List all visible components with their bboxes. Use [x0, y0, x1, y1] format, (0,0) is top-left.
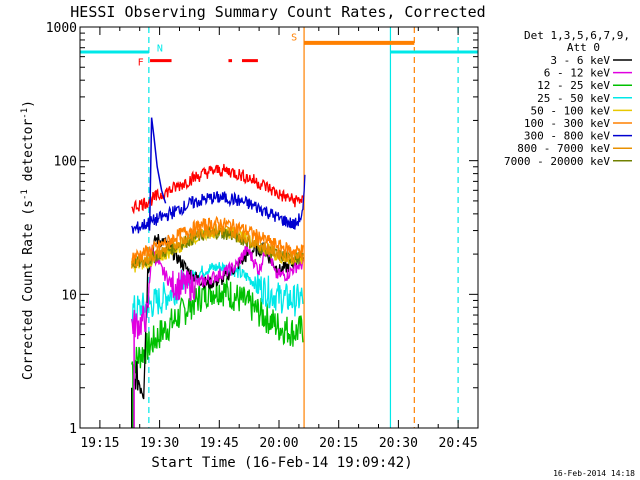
spike-line — [148, 117, 167, 231]
x-tick-label-1915: 19:15 — [80, 436, 119, 451]
series-line-25-50-kev — [131, 261, 304, 323]
series-line-12-25-kev — [131, 278, 304, 376]
legend-header-line1: Det 1,3,5,6,7,9, — [524, 29, 630, 42]
legend-label-7000-20000-kev: 7000 - 20000 keV — [504, 155, 610, 168]
footer-timestamp: 16-Feb-2014 14:18 — [553, 469, 635, 478]
y-axis-title-exp1: -1 — [20, 189, 30, 200]
x-tick-label-2015: 20:15 — [319, 436, 358, 451]
legend-label-800-7000-kev: 800 - 7000 keV — [517, 142, 610, 155]
x-tick-label-2045: 20:45 — [439, 436, 478, 451]
series-line-100-300-kev — [131, 215, 304, 264]
y-tick-label-10: 10 — [61, 288, 77, 303]
x-tick-label-2030: 20:30 — [379, 436, 418, 451]
series-line-unlabeled — [131, 163, 304, 215]
x-tick-label-1930: 19:30 — [140, 436, 179, 451]
y-axis-title-end: ) — [21, 100, 36, 108]
legend-label-3-6-kev: 3 - 6 keV — [550, 54, 610, 67]
legend-label-6-12-kev: 6 - 12 keV — [544, 67, 611, 80]
series-line-800-7000-kev — [131, 223, 304, 269]
x-tick-label-1945: 19:45 — [200, 436, 239, 451]
y-axis-title-exp2: -1 — [20, 108, 30, 119]
legend-label-100-300-kev: 100 - 300 keV — [524, 117, 610, 130]
y-tick-label-100: 100 — [54, 155, 77, 170]
series-line-6-12-kev — [131, 241, 304, 340]
y-axis-title: Corrected Count Rate (s-1 detector-1) — [20, 100, 36, 380]
legend-header-line2: Att 0 — [567, 41, 600, 54]
flag-f: F — [138, 58, 144, 69]
y-tick-label-1000: 1000 — [46, 21, 77, 36]
series-line-300-800-kev — [131, 174, 306, 234]
y-axis-title-mid: detector — [21, 119, 36, 190]
legend-label-12-25-kev: 12 - 25 keV — [537, 79, 610, 92]
legend-label-50-100-kev: 50 - 100 keV — [531, 104, 611, 117]
legend-label-300-800-kev: 300 - 800 keV — [524, 130, 610, 143]
x-axis-title: Start Time (16-Feb-14 19:09:42) — [151, 455, 412, 471]
y-tick-label-1: 1 — [69, 422, 77, 437]
y-axis-title-main: Corrected Count Rate (s — [21, 200, 36, 380]
x-axis: 19:15 19:30 19:45 20:00 20:15 20:30 20:45 — [79, 27, 479, 451]
chart-title: HESSI Observing Summary Count Rates, Cor… — [70, 3, 485, 21]
flag-n: N — [157, 44, 163, 55]
flag-s: S — [291, 32, 297, 43]
legend-label-25-50-kev: 25 - 50 keV — [537, 92, 610, 105]
x-tick-label-2000: 20:00 — [259, 436, 298, 451]
plot-area: F N S — [80, 27, 478, 428]
y-axis: 1 10 100 1000 — [46, 21, 478, 437]
